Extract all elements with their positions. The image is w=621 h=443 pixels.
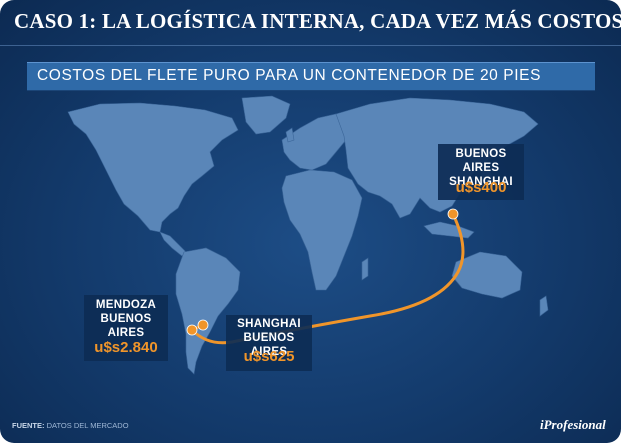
north-america-landmass	[67, 102, 239, 233]
africa-landmass	[281, 169, 363, 291]
route-label-ba-shanghai: BUENOS AIRES SHANGHAI	[438, 147, 524, 189]
route-price-mendoza-ba: u$s2.840	[94, 339, 158, 356]
europe-landmass	[281, 113, 351, 171]
route-origin: SHANGHAI	[237, 318, 301, 330]
route-line	[190, 212, 465, 345]
route-origin: MENDOZA	[95, 299, 157, 311]
shanghai-marker	[447, 208, 459, 220]
route-box-mendoza-ba	[84, 295, 168, 361]
mendoza-marker	[186, 324, 198, 336]
greenland-landmass	[241, 95, 291, 135]
route-label-shanghai-ba: SHANGHAI BUENOS AIRES	[226, 317, 312, 359]
subtitle-bar: COSTOS DEL FLETE PURO PARA UN CONTENEDOR…	[27, 62, 595, 91]
south-america-landmass	[175, 247, 241, 375]
uk-landmass	[285, 127, 295, 143]
route-destination: SHANGHAI	[449, 176, 513, 188]
title-divider	[0, 45, 621, 46]
source-label: FUENTE:	[12, 421, 45, 430]
madagascar-landmass	[361, 257, 369, 281]
route-label-mendoza-ba: MENDOZA BUENOS AIRES	[84, 298, 168, 340]
route-destination: BUENOS AIRES	[243, 332, 295, 358]
route-destination: BUENOS AIRES	[100, 313, 152, 339]
page-title: CASO 1: LA LOGÍSTICA INTERNA, CADA VEZ M…	[14, 9, 621, 33]
source-note: FUENTE: DATOS DEL MERCADO	[12, 421, 129, 430]
source-text: DATOS DEL MERCADO	[46, 421, 129, 430]
central-america-landmass	[159, 231, 187, 257]
route-origin: BUENOS AIRES	[455, 148, 507, 174]
route-box-shanghai-ba	[226, 315, 312, 371]
route-price-shanghai-ba: u$s625	[243, 348, 295, 365]
asia-landmass	[335, 97, 539, 219]
new-zealand-landmass	[539, 295, 549, 317]
australia-landmass	[451, 251, 523, 299]
subtitle: COSTOS DEL FLETE PURO PARA UN CONTENEDOR…	[37, 67, 542, 84]
route-box-ba-shanghai	[438, 144, 524, 200]
indonesia-landmass	[423, 221, 475, 239]
brand-logo: iProfesional	[540, 417, 606, 432]
route-price-ba-shanghai: u$s400	[455, 179, 507, 196]
buenos-aires-marker	[197, 319, 209, 331]
